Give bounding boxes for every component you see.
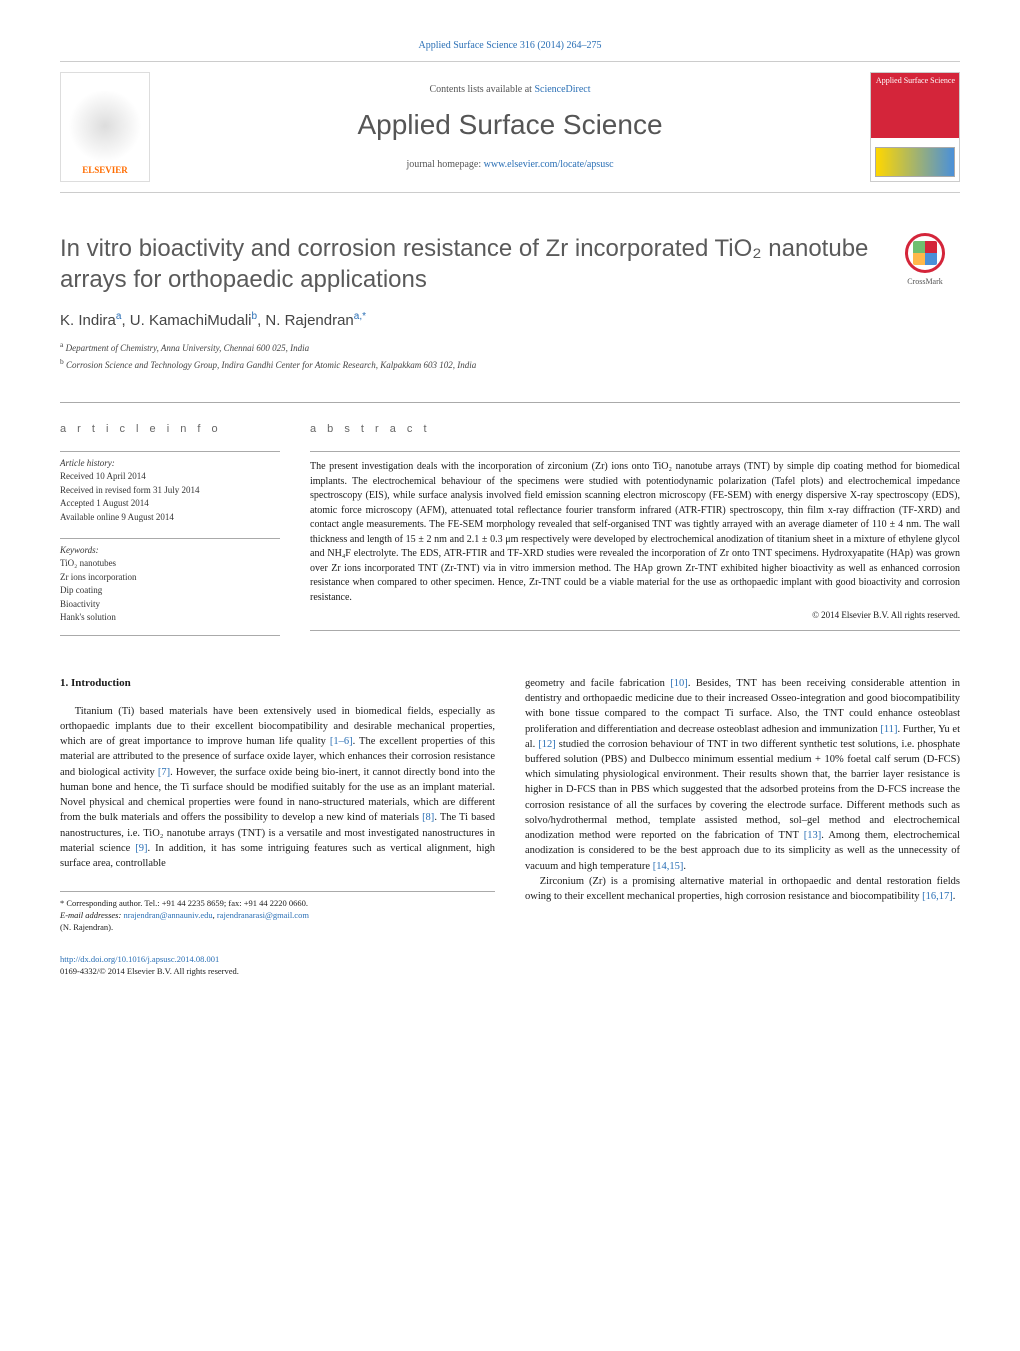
article-info-col: a r t i c l e i n f o Article history: R… [60,423,280,636]
homepage-link[interactable]: www.elsevier.com/locate/apsusc [484,159,614,170]
homepage-line: journal homepage: www.elsevier.com/locat… [170,159,850,170]
publisher-logo-box: ELSEVIER [60,72,150,182]
section-heading-intro: 1. Introduction [60,676,495,692]
contents-line: Contents lists available at ScienceDirec… [170,84,850,95]
email-link-2[interactable]: rajendranarasi@gmail.com [217,910,309,920]
crossmark-icon [905,233,945,273]
intro-p1: Titanium (Ti) based materials have been … [60,704,495,871]
abstract-col: a b s t r a c t The present investigatio… [310,423,960,636]
body-columns: 1. Introduction Titanium (Ti) based mate… [60,676,960,978]
email-link-1[interactable]: nrajendran@annauniv.edu [123,910,212,920]
keywords-block: TiO₂ nanotubesZr ions incorporationDip c… [60,557,280,636]
author-tail: (N. Rajendran). [60,922,495,934]
authors-line: K. Indiraa, U. KamachiMudalib, N. Rajend… [60,311,960,329]
article-info-heading: a r t i c l e i n f o [60,423,280,435]
cover-title: Applied Surface Science [875,77,955,86]
issn-line: 0169-4332/© 2014 Elsevier B.V. All right… [60,966,239,976]
abstract-heading: a b s t r a c t [310,423,960,435]
doi-link[interactable]: http://dx.doi.org/10.1016/j.apsusc.2014.… [60,954,219,964]
body-col-right: geometry and facile fabrication [10]. Be… [525,676,960,978]
sciencedirect-link[interactable]: ScienceDirect [534,84,590,95]
journal-banner: ELSEVIER Contents lists available at Sci… [60,61,960,193]
email-line: E-mail addresses: nrajendran@annauniv.ed… [60,910,495,922]
intro-p2: geometry and facile fabrication [10]. Be… [525,676,960,874]
cover-inset-image [875,147,955,177]
journal-header-citation: Applied Surface Science 316 (2014) 264–2… [60,40,960,51]
keywords-label: Keywords: [60,538,280,555]
email-label: E-mail addresses: [60,910,123,920]
title-row: In vitro bioactivity and corrosion resis… [60,233,960,295]
journal-title: Applied Surface Science [170,109,850,141]
info-abstract-row: a r t i c l e i n f o Article history: R… [60,402,960,636]
banner-center: Contents lists available at ScienceDirec… [150,84,870,170]
abstract-text: The present investigation deals with the… [310,451,960,631]
contents-prefix: Contents lists available at [429,84,534,95]
article-title: In vitro bioactivity and corrosion resis… [60,233,890,295]
history-label: Article history: [60,451,280,468]
affiliations: a Department of Chemistry, Anna Universi… [60,339,960,372]
footnote-block: * Corresponding author. Tel.: +91 44 223… [60,891,495,934]
journal-cover-thumb: Applied Surface Science [870,72,960,182]
corresponding-author: * Corresponding author. Tel.: +91 44 223… [60,898,495,910]
history-block: Received 10 April 2014Received in revise… [60,470,280,524]
body-col-left: 1. Introduction Titanium (Ti) based mate… [60,676,495,978]
abstract-body: The present investigation deals with the… [310,461,960,603]
publisher-name: ELSEVIER [67,165,143,175]
abstract-copyright: © 2014 Elsevier B.V. All rights reserved… [310,605,960,622]
homepage-prefix: journal homepage: [406,159,483,170]
crossmark-label: CrossMark [907,277,943,286]
intro-p3: Zirconium (Zr) is a promising alternativ… [525,874,960,904]
elsevier-tree-icon [67,91,143,161]
footer-line: http://dx.doi.org/10.1016/j.apsusc.2014.… [60,954,495,978]
crossmark-badge[interactable]: CrossMark [890,233,960,286]
